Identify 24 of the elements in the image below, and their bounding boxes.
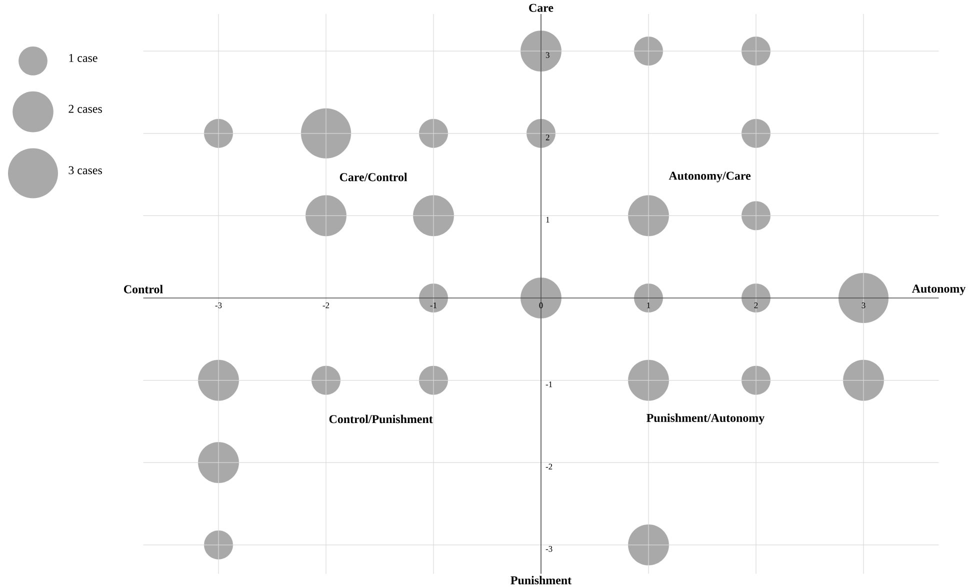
x-axis-title: Autonomy <box>912 284 966 296</box>
x-tick-label: 0 <box>539 302 543 308</box>
text: Punishment <box>510 576 572 584</box>
annotation: Control/Punishment <box>329 414 433 424</box>
y-axis-title: Care <box>529 4 554 12</box>
y-tick-label: 1 <box>546 216 550 222</box>
y-tick-label: -3 <box>546 546 552 552</box>
annotation: Control <box>124 284 163 294</box>
legend-label: 1 case <box>69 54 98 62</box>
x-tick-label: -1 <box>430 302 437 308</box>
y-tick-label: -2 <box>546 464 552 470</box>
x-tick-label: 1 <box>647 302 650 308</box>
annotation: Autonomy/Care <box>668 172 751 182</box>
annotation: Punishment/Autonomy <box>646 414 764 424</box>
y-tick-label: 2 <box>546 134 550 140</box>
annotation: Care/Control <box>340 172 408 182</box>
x-tick-label: -3 <box>215 302 222 308</box>
x-tick-label: -2 <box>322 302 330 308</box>
legend-label: 2 cases <box>68 104 102 113</box>
x-tick-label: 3 <box>862 302 866 308</box>
y-tick-label: 3 <box>546 52 550 58</box>
x-tick-label: 2 <box>754 302 758 308</box>
y-tick-label: -1 <box>546 382 552 388</box>
legend-label: 3 cases <box>68 166 102 174</box>
